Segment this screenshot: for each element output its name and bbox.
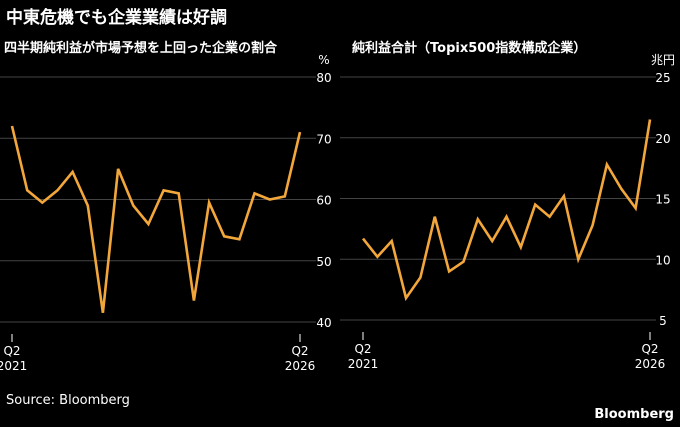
source-note: Source: Bloomberg [6,393,130,408]
x-tick-label: Q2 [641,342,658,356]
x-tick-label-year: 2021 [0,359,27,373]
chart-title-total-net-income: 純利益合計（Topix500指数構成企業） [352,41,587,56]
x-tick-label: Q2 [291,344,308,358]
y-tick-label: 10 [655,253,670,267]
y-tick-label: 20 [655,132,670,146]
x-tick-label-year: 2026 [635,357,666,371]
y-unit-label: % [318,53,329,67]
x-tick-label-year: 2021 [348,357,379,371]
y-tick-label: 40 [316,316,331,330]
y-unit-label: 兆円 [651,53,675,67]
brand-logo-text: Bloomberg [594,407,674,422]
y-tick-label: 25 [655,71,670,85]
y-tick-label: 70 [316,132,331,146]
x-tick-label: Q2 [354,342,371,356]
y-tick-label: 5 [659,314,667,328]
x-tick-label-year: 2026 [285,359,316,373]
y-tick-label: 15 [655,193,670,207]
x-tick-label: Q2 [3,344,20,358]
series-line [361,119,652,302]
y-tick-label: 80 [316,71,331,85]
headline: 中東危機でも企業業績は好調 [6,8,227,28]
y-tick-label: 50 [316,255,331,269]
chart-title-earnings-beat-ratio: 四半期純利益が市場予想を上回った企業の割合 [4,41,278,56]
series-line [10,125,302,313]
y-tick-label: 60 [316,194,331,208]
